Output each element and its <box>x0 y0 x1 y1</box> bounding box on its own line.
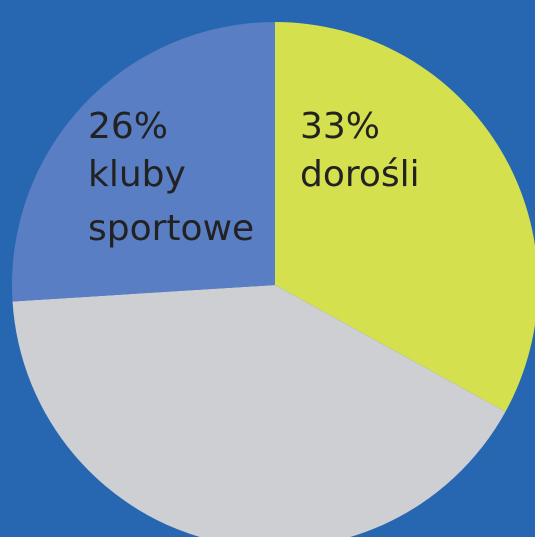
pie-slice <box>275 22 535 412</box>
slice-label: kluby sportowe <box>88 154 254 249</box>
value-label: 26% <box>88 106 168 147</box>
value-label: 33% <box>300 106 380 147</box>
pie-slice <box>12 285 506 537</box>
pie-slice <box>11 22 275 302</box>
slice-label: dorośli <box>300 154 420 195</box>
